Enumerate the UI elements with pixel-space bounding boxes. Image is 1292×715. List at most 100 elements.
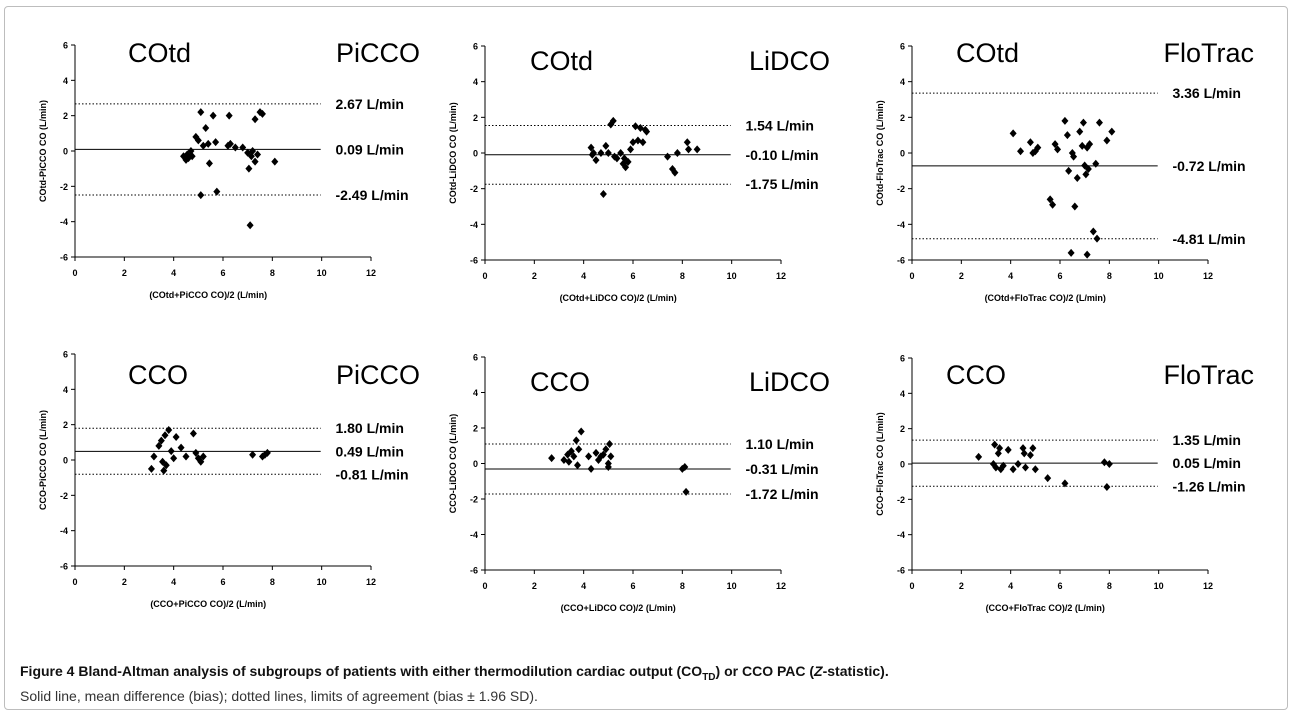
y-tick-label: 0: [63, 147, 68, 157]
y-axis-title: CCO-FloTrac CO (L/min): [875, 412, 885, 516]
data-point: [683, 138, 691, 147]
data-point: [246, 221, 254, 230]
x-tick-label: 10: [727, 271, 737, 281]
y-tick-label: 6: [473, 353, 478, 363]
panel-label-right: LiDCO: [749, 46, 830, 76]
y-tick-label: 2: [63, 420, 68, 430]
data-point: [258, 109, 266, 118]
panel-label-right: FloTrac: [1163, 360, 1254, 390]
lower-limit-label: -2.49 L/min: [335, 187, 408, 203]
x-tick-label: 12: [1203, 271, 1213, 281]
x-tick-label: 2: [532, 581, 537, 591]
data-point: [1046, 195, 1054, 204]
x-tick-label: 6: [630, 581, 635, 591]
data-point: [271, 157, 279, 166]
y-tick-label: 4: [900, 389, 905, 399]
y-tick-label: 2: [473, 424, 478, 434]
y-tick-label: 0: [900, 460, 905, 470]
y-tick-label: 4: [900, 77, 905, 87]
panel-label-left: CCO: [946, 360, 1006, 390]
lower-limit-label: -4.81 L/min: [1172, 231, 1245, 247]
data-point: [1076, 127, 1084, 136]
data-point: [1079, 118, 1087, 127]
data-point: [197, 108, 205, 117]
data-point: [1063, 131, 1071, 140]
data-point: [685, 145, 692, 154]
caption-title-italic: Z: [814, 663, 823, 679]
x-tick-label: 0: [909, 271, 914, 281]
data-point: [587, 464, 595, 473]
y-tick-label: 6: [63, 350, 68, 360]
data-point: [177, 443, 185, 452]
bias-label: -0.31 L/min: [745, 461, 818, 477]
data-point: [160, 466, 168, 475]
data-point: [597, 149, 605, 157]
x-tick-label: 6: [1057, 581, 1062, 591]
x-axis-title: (CCO+PiCCO CO)/2 (L/min): [150, 599, 266, 609]
y-tick-label: -4: [897, 530, 905, 540]
x-tick-label: 2: [122, 577, 127, 587]
caption-title-sub: TD: [702, 671, 716, 683]
data-point: [172, 433, 180, 442]
y-tick-label: -6: [897, 256, 905, 266]
y-tick-label: 6: [63, 41, 68, 51]
data-point: [1093, 234, 1101, 243]
data-point: [165, 425, 173, 434]
panel-5: 6 4 2 0 -2 -4 -6 0 2 4 6 8 10 12 1.10 L/min -0.31 L/min…: [448, 353, 830, 614]
y-tick-label: 6: [900, 354, 905, 364]
panel-label-left: COtd: [956, 38, 1019, 68]
x-tick-label: 2: [959, 271, 964, 281]
data-point: [161, 431, 169, 440]
data-point: [1044, 474, 1052, 483]
data-point: [213, 187, 221, 196]
y-tick-label: -6: [470, 256, 478, 266]
x-tick-label: 8: [680, 581, 685, 591]
data-point: [1034, 143, 1042, 152]
y-axis-title: COtd-PiCCO CO (L/min): [38, 100, 48, 202]
x-tick-label: 4: [171, 577, 176, 587]
data-point: [209, 111, 217, 120]
y-tick-label: -4: [897, 220, 905, 230]
data-point: [1031, 465, 1039, 474]
data-point: [627, 145, 635, 154]
data-point: [204, 139, 212, 148]
data-point: [1082, 170, 1090, 179]
panel-4: 6 4 2 0 -2 -4 -6 0 2 4 6 8 10 12 1.80 L/min 0.49 L/min -…: [38, 350, 420, 610]
data-point: [624, 157, 632, 166]
y-tick-label: 2: [473, 113, 478, 123]
y-tick-label: 4: [63, 76, 68, 86]
panel-label-left: CCO: [530, 367, 590, 397]
data-point: [226, 139, 234, 148]
data-point: [1086, 140, 1094, 149]
x-tick-label: 2: [122, 268, 127, 278]
data-point: [150, 452, 158, 461]
data-point: [182, 452, 190, 461]
y-tick-label: 0: [900, 149, 905, 159]
data-point: [592, 156, 600, 165]
x-tick-label: 12: [366, 577, 376, 587]
data-point: [1065, 166, 1073, 175]
data-point: [1061, 116, 1069, 125]
data-point: [1095, 118, 1103, 127]
data-point: [1051, 140, 1059, 149]
bias-label: -0.72 L/min: [1172, 158, 1245, 174]
x-tick-label: 10: [317, 268, 327, 278]
caption-title-2: ) or CCO PAC (: [715, 663, 815, 679]
data-point: [147, 464, 155, 473]
data-point: [1009, 465, 1017, 474]
data-point: [1103, 482, 1111, 491]
x-tick-label: 6: [220, 577, 225, 587]
data-point: [587, 143, 595, 152]
y-tick-label: 2: [900, 424, 905, 434]
x-axis-title: (CCO+FloTrac CO)/2 (L/min): [986, 603, 1105, 613]
x-axis-title: (COtd+PiCCO CO)/2 (L/min): [149, 290, 267, 300]
data-point: [991, 440, 999, 449]
panel-label-left: COtd: [530, 46, 593, 76]
data-point: [1070, 152, 1078, 161]
y-tick-label: -2: [897, 495, 905, 505]
data-point: [1020, 449, 1028, 458]
y-tick-label: 0: [473, 459, 478, 469]
data-point: [681, 463, 689, 472]
x-tick-label: 8: [270, 268, 275, 278]
data-point: [188, 152, 196, 161]
